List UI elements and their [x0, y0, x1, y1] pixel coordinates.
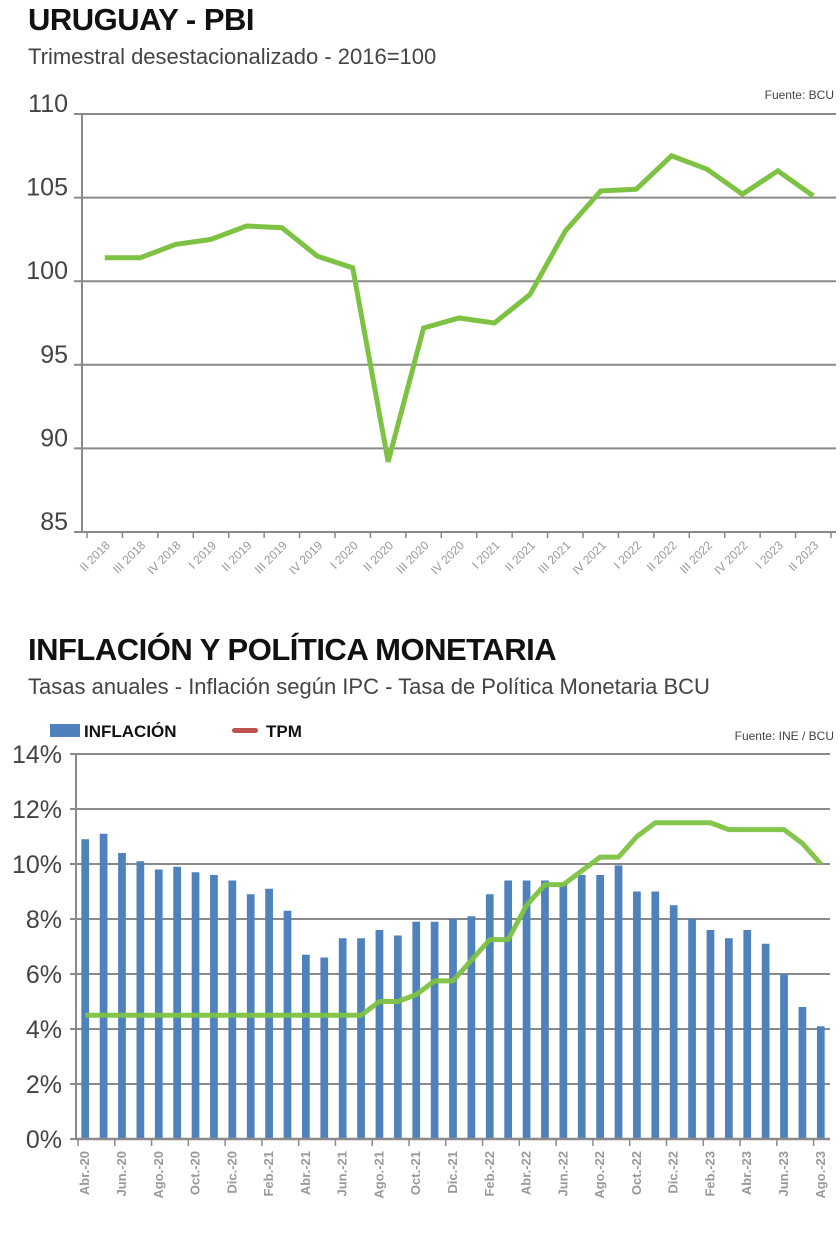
- x-tick-label: Oct.-20: [188, 1151, 203, 1195]
- x-tick-label: Feb.-23: [702, 1151, 717, 1197]
- inflation-bar: [99, 833, 108, 1139]
- x-tick-label: Jun.-21: [335, 1151, 350, 1197]
- inflation-bar: [154, 869, 163, 1139]
- inflation-bar: [798, 1007, 807, 1139]
- y-tick-label: 10%: [12, 851, 62, 879]
- legend-label-inflacion: INFLACIÓN: [84, 722, 177, 741]
- legend-label-tpm: TPM: [266, 722, 302, 741]
- x-tick-label: Jun.-20: [114, 1151, 129, 1197]
- inflation-bar: [320, 957, 329, 1139]
- x-tick-label: Dic.-20: [224, 1151, 239, 1194]
- inflation-bar: [173, 866, 182, 1139]
- inflation-bar: [780, 974, 788, 1139]
- y-tick-label: 95: [40, 341, 68, 369]
- x-tick-label: Abr.-22: [519, 1151, 534, 1195]
- y-tick-label: 4%: [26, 1016, 62, 1044]
- inflation-bar: [743, 930, 752, 1139]
- inflation-bar: [724, 938, 733, 1139]
- inflation-bar: [228, 880, 237, 1139]
- y-tick-label: 6%: [26, 961, 62, 989]
- legend-swatch-tpm: [232, 728, 258, 733]
- gdp-chart-subtitle: Trimestral desestacionalizado - 2016=100: [28, 44, 437, 69]
- inflation-bar: [375, 930, 384, 1139]
- inflation-bar: [816, 1026, 825, 1139]
- inflation-bar: [651, 891, 660, 1139]
- inflation-bar: [136, 861, 145, 1139]
- inflation-bar: [357, 938, 365, 1139]
- x-tick-label: Abr.-20: [77, 1151, 92, 1195]
- inflation-bar: [283, 910, 292, 1139]
- inflation-bar: [596, 875, 604, 1139]
- x-tick-label: Ago.-22: [592, 1151, 607, 1199]
- y-tick-label: 12%: [12, 796, 62, 824]
- x-tick-label: Dic.-21: [445, 1151, 460, 1194]
- inflation-bar: [485, 894, 494, 1139]
- x-tick-label: Abr.-23: [739, 1151, 754, 1195]
- y-tick-label: 105: [26, 174, 68, 202]
- inflation-bar: [412, 921, 421, 1139]
- inflation-chart-subtitle: Tasas anuales - Inflación según IPC - Ta…: [28, 674, 710, 699]
- inflation-chart-title: INFLACIÓN Y POLÍTICA MONETARIA: [28, 632, 557, 667]
- inflation-chart-source: Fuente: INE / BCU: [734, 729, 834, 743]
- inflation-bar: [338, 938, 347, 1139]
- y-tick-label: 90: [40, 424, 68, 452]
- inflation-bar: [302, 954, 310, 1139]
- y-tick-label: 100: [26, 257, 68, 285]
- inflation-bar: [688, 919, 696, 1139]
- inflation-bar: [577, 875, 586, 1139]
- x-tick-label: Jun.-23: [776, 1151, 791, 1197]
- y-tick-label: 110: [28, 90, 68, 118]
- inflation-bar: [559, 883, 568, 1139]
- x-tick-label: Jun.-22: [555, 1151, 570, 1197]
- inflation-bar: [393, 935, 402, 1139]
- inflation-bar: [191, 872, 200, 1139]
- inflation-bar: [210, 875, 218, 1139]
- inflation-bar: [761, 943, 770, 1139]
- gdp-chart-source: Fuente: BCU: [764, 88, 834, 102]
- x-tick-label: Oct.-21: [408, 1151, 423, 1195]
- y-tick-label: 2%: [26, 1071, 62, 1099]
- x-tick-label: Ago.-21: [371, 1151, 386, 1199]
- y-tick-label: 85: [40, 508, 68, 536]
- gdp-chart-title: URUGUAY - PBI: [28, 2, 255, 37]
- inflation-bar: [430, 921, 439, 1139]
- y-tick-label: 14%: [12, 741, 62, 769]
- inflation-bar: [504, 880, 513, 1139]
- inflation-bar: [614, 865, 623, 1139]
- x-tick-label: Dic.-22: [666, 1151, 681, 1194]
- x-tick-label: Ago.-20: [151, 1151, 166, 1199]
- x-tick-label: Abr.-21: [298, 1151, 313, 1195]
- x-tick-label: Feb.-21: [261, 1151, 276, 1197]
- x-tick-label: Ago.-23: [813, 1151, 828, 1199]
- inflation-bar: [669, 905, 678, 1139]
- x-tick-label: Feb.-22: [482, 1151, 497, 1197]
- inflation-bar: [81, 839, 90, 1139]
- inflation-bar: [706, 930, 715, 1139]
- inflation-bar: [633, 891, 641, 1139]
- y-tick-label: 0%: [26, 1126, 62, 1154]
- inflation-bar: [118, 853, 126, 1139]
- legend-swatch-inflacion: [50, 724, 80, 737]
- inflation-bar: [541, 880, 549, 1139]
- x-tick-label: Oct.-22: [629, 1151, 644, 1195]
- inflation-bar: [449, 919, 457, 1139]
- inflation-bar: [467, 916, 476, 1139]
- y-tick-label: 8%: [26, 906, 62, 934]
- inflation-bar: [522, 880, 531, 1139]
